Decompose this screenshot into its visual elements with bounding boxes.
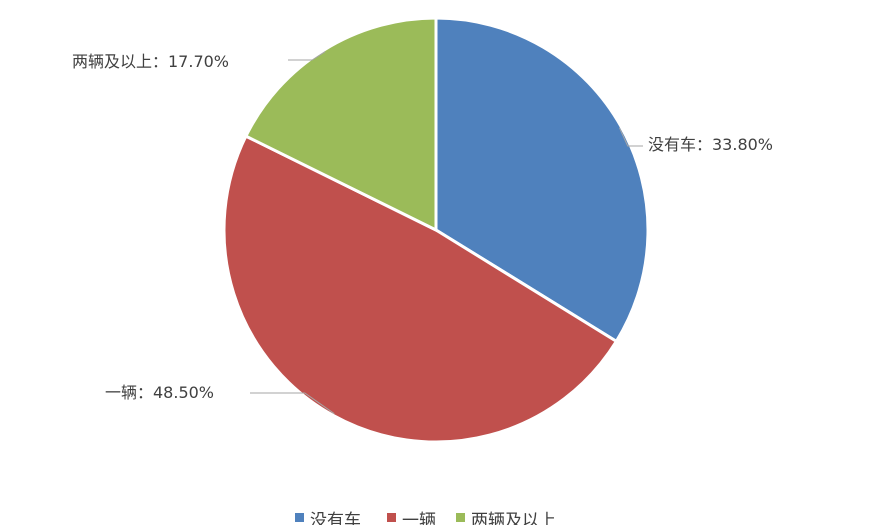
pie-slices xyxy=(222,16,650,444)
pie-slice-two-plus-cars xyxy=(243,16,438,233)
data-label-one-car: 一辆：48.50% xyxy=(105,383,214,402)
legend: 没有车 一辆 两辆及以上 xyxy=(295,511,556,525)
legend-swatch-no-car xyxy=(295,513,304,522)
leader-line-one-car xyxy=(250,392,335,415)
pie-slice-one-car xyxy=(222,134,619,444)
data-label-no-car: 没有车：33.80% xyxy=(648,135,773,154)
legend-swatch-two-plus-cars xyxy=(456,513,465,522)
legend-label-one-car: 一辆 xyxy=(402,511,436,525)
leader-line-no-car xyxy=(618,127,643,147)
pie-slice-no-car xyxy=(434,16,650,344)
legend-swatch-one-car xyxy=(387,513,396,522)
leader-lines xyxy=(250,51,643,415)
legend-label-no-car: 没有车 xyxy=(310,511,361,525)
data-label-two-plus-cars: 两辆及以上：17.70% xyxy=(72,52,229,71)
legend-label-two-plus-cars: 两辆及以上 xyxy=(471,511,556,525)
leader-line-two-plus-cars xyxy=(288,51,326,61)
